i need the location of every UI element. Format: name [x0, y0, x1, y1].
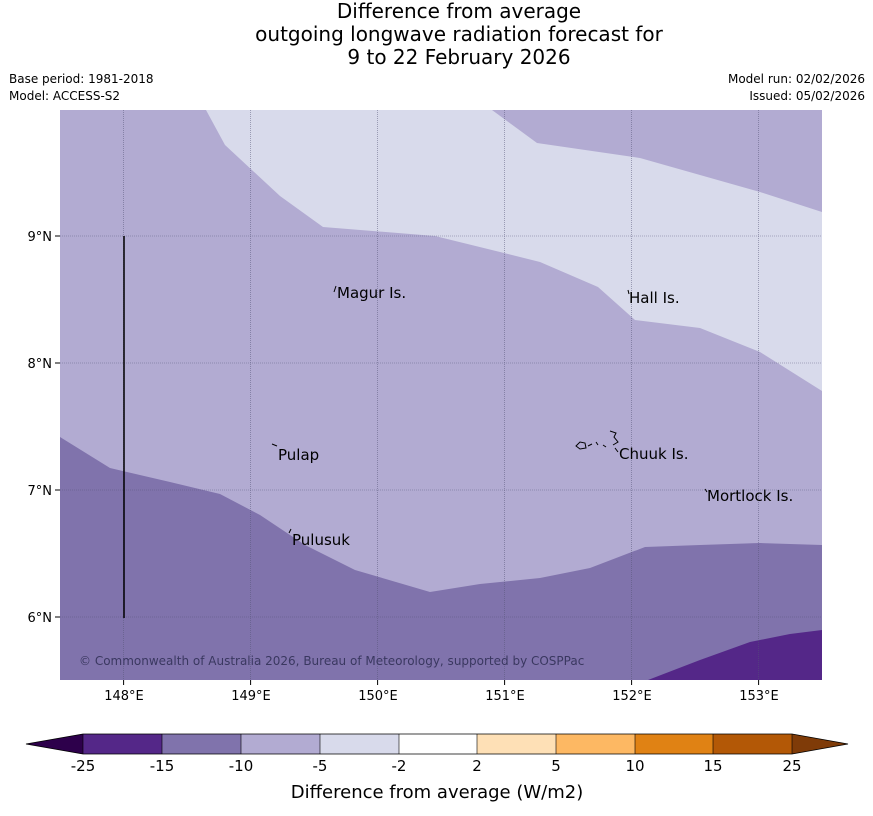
- place-pulap: Pulap: [278, 446, 319, 464]
- gridlines: [60, 110, 822, 680]
- colorbar-tick-label: -15: [150, 757, 175, 775]
- base-period: Base period: 1981-2018: [9, 72, 154, 86]
- colorbar-segment-7: [556, 734, 635, 754]
- colorbar-tick-label: -5: [313, 757, 328, 775]
- place-pulusuk: Pulusuk: [292, 531, 350, 549]
- island-chuuk-west: [575, 441, 587, 450]
- island-chuuk-reef: [587, 430, 619, 453]
- lon-label-151: 151°E: [485, 689, 525, 704]
- colorbar-tick-label: 10: [625, 757, 644, 775]
- colorbar-segment-2: [162, 734, 241, 754]
- colorbar-segment-8: [635, 734, 713, 754]
- island-hall: [627, 289, 630, 295]
- map-fill: [60, 110, 822, 680]
- colorbar-segment-9: [713, 734, 792, 754]
- colorbar-segment-5: [399, 734, 477, 754]
- colorbar-tick-label: 2: [472, 757, 482, 775]
- colorbar-label: Difference from average (W/m2): [291, 782, 583, 803]
- place-magur: Magur Is.: [337, 284, 406, 302]
- lat-label-8: 8°N: [28, 357, 53, 372]
- colorbar-tick-label: -2: [392, 757, 407, 775]
- colorbar-extend-low: [26, 734, 83, 754]
- lon-label-152: 152°E: [612, 689, 652, 704]
- band-minus25-minus15: [648, 630, 822, 680]
- island-pulap: [271, 443, 278, 447]
- place-mortlock: Mortlock Is.: [707, 487, 793, 505]
- lon-label-149: 149°E: [231, 689, 271, 704]
- title-line-3: 9 to 22 February 2026: [347, 45, 571, 69]
- colorbar-tick-label: 5: [551, 757, 561, 775]
- colorbar-segment-1: [83, 734, 162, 754]
- colorbar-tick-label: 15: [703, 757, 722, 775]
- band-minus5-minus2: [206, 110, 822, 391]
- lat-label-7: 7°N: [28, 484, 53, 499]
- lon-label-150: 150°E: [358, 689, 398, 704]
- lon-label-148: 148°E: [104, 689, 144, 704]
- colorbar-extend-high: [792, 734, 848, 754]
- colorbar-segment-3: [241, 734, 320, 754]
- copyright-notice: © Commonwealth of Australia 2026, Bureau…: [79, 654, 584, 668]
- map-title: Difference from average outgoing longwav…: [0, 0, 873, 69]
- colorbar-tick-label: 25: [782, 757, 801, 775]
- title-line-2: outgoing longwave radiation forecast for: [255, 22, 663, 46]
- island-magur: [333, 285, 337, 293]
- model-run: Model run: 02/02/2026: [727, 72, 865, 86]
- info-right: Model run: 02/02/2026 Issued: 05/02/2026: [728, 71, 865, 105]
- island-mortlock: [704, 488, 708, 493]
- info-left: Base period: 1981-2018 Model: ACCESS-S2: [9, 71, 154, 105]
- island-outlines: [271, 285, 708, 534]
- place-chuuk: Chuuk Is.: [619, 445, 688, 463]
- place-hall: Hall Is.: [629, 289, 680, 307]
- colorbar: -25 -15 -10 -5 -2 2 5 10 15 25 Differenc…: [25, 733, 849, 803]
- model-name: Model: ACCESS-S2: [9, 89, 121, 103]
- band-minus15-minus10: [60, 437, 822, 680]
- colorbar-segment-4: [320, 734, 399, 754]
- issued-date: Issued: 05/02/2026: [749, 89, 865, 103]
- island-pulusuk: [288, 528, 292, 534]
- colorbar-tick-label: -10: [229, 757, 254, 775]
- colorbar-tick-label: -25: [71, 757, 96, 775]
- lon-label-153: 153°E: [739, 689, 779, 704]
- tick-marks: [55, 235, 760, 685]
- title-line-1: Difference from average: [336, 0, 582, 23]
- lat-label-6: 6°N: [28, 611, 53, 626]
- colorbar-segment-6: [477, 734, 556, 754]
- lat-label-9: 9°N: [28, 230, 53, 245]
- colorbar-dividers: [82, 734, 793, 754]
